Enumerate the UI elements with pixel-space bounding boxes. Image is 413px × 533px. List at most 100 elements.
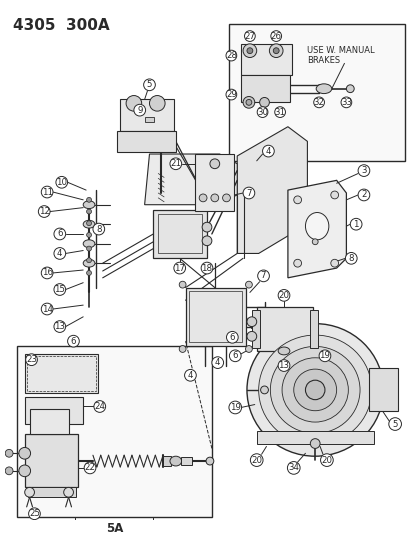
Circle shape [184, 369, 196, 381]
Circle shape [340, 97, 351, 108]
Text: 33: 33 [340, 98, 351, 107]
Circle shape [247, 317, 256, 327]
Circle shape [41, 303, 53, 315]
Bar [189, 292, 242, 342]
Circle shape [278, 360, 289, 372]
Bar [240, 44, 291, 75]
Text: 12: 12 [38, 207, 50, 216]
Circle shape [349, 219, 361, 230]
Circle shape [318, 350, 330, 362]
Ellipse shape [206, 457, 213, 465]
Circle shape [201, 262, 212, 274]
Circle shape [86, 246, 91, 251]
Circle shape [202, 222, 211, 232]
Text: 3: 3 [360, 166, 366, 175]
Circle shape [28, 508, 40, 520]
Circle shape [86, 258, 91, 263]
Circle shape [247, 332, 256, 341]
Circle shape [64, 487, 73, 497]
Circle shape [388, 418, 401, 430]
Text: 20: 20 [278, 291, 289, 300]
Text: 28: 28 [225, 51, 236, 60]
Circle shape [222, 194, 230, 202]
Text: 6: 6 [232, 351, 237, 360]
Text: 4: 4 [187, 371, 193, 380]
Bar [251, 310, 259, 348]
Circle shape [5, 449, 13, 457]
Circle shape [250, 454, 262, 466]
Text: 32: 32 [313, 98, 324, 107]
Circle shape [211, 357, 223, 368]
Text: 2: 2 [360, 190, 366, 199]
Text: 5A: 5A [105, 522, 123, 533]
Text: 6: 6 [57, 229, 62, 238]
Circle shape [346, 85, 354, 93]
Circle shape [245, 345, 252, 352]
Ellipse shape [305, 380, 324, 400]
Circle shape [25, 487, 34, 497]
Ellipse shape [258, 335, 371, 445]
Circle shape [84, 462, 96, 474]
Circle shape [310, 439, 319, 448]
Text: 4: 4 [265, 147, 271, 156]
Text: 14: 14 [42, 304, 52, 313]
Bar [185, 288, 245, 346]
Text: 30: 30 [256, 108, 267, 117]
Circle shape [242, 187, 254, 199]
Bar [240, 75, 289, 102]
Circle shape [229, 350, 240, 362]
Ellipse shape [281, 358, 347, 422]
Ellipse shape [83, 259, 95, 267]
Circle shape [126, 95, 141, 111]
Bar [180, 457, 192, 465]
Circle shape [199, 194, 206, 202]
Bar [229, 25, 404, 161]
Circle shape [247, 48, 252, 54]
Circle shape [67, 335, 79, 347]
Bar [163, 456, 171, 466]
Text: 9: 9 [137, 106, 142, 115]
Circle shape [293, 259, 301, 267]
Circle shape [357, 165, 369, 176]
Text: 25: 25 [29, 509, 40, 518]
Text: 17: 17 [174, 264, 185, 272]
Circle shape [330, 191, 338, 199]
Circle shape [173, 262, 185, 274]
Text: 13: 13 [278, 361, 289, 370]
Text: 23: 23 [26, 355, 37, 364]
Text: 29: 29 [225, 90, 236, 99]
Text: 16: 16 [42, 269, 52, 278]
Circle shape [86, 197, 91, 202]
Circle shape [38, 206, 50, 217]
Text: 7: 7 [246, 189, 251, 198]
Text: 34: 34 [287, 463, 299, 472]
Circle shape [179, 345, 185, 352]
Circle shape [149, 95, 165, 111]
Text: 11: 11 [42, 188, 52, 197]
Ellipse shape [293, 369, 336, 411]
Bar [25, 354, 97, 393]
Ellipse shape [305, 213, 328, 240]
Circle shape [245, 100, 251, 106]
Circle shape [242, 44, 256, 58]
Bar [158, 214, 202, 254]
Text: 24: 24 [94, 402, 105, 411]
Circle shape [54, 284, 66, 295]
Bar [368, 368, 397, 411]
Bar [195, 154, 234, 211]
Ellipse shape [83, 201, 95, 208]
Ellipse shape [83, 240, 95, 248]
Circle shape [270, 31, 281, 42]
Circle shape [41, 267, 53, 279]
Circle shape [293, 196, 301, 204]
Bar [17, 346, 211, 516]
Circle shape [179, 281, 185, 288]
Circle shape [287, 462, 299, 474]
Circle shape [245, 281, 252, 288]
Text: 1: 1 [353, 220, 358, 229]
Circle shape [257, 270, 269, 282]
Bar [28, 487, 76, 497]
Bar [29, 409, 69, 434]
Text: 5: 5 [392, 419, 397, 429]
Text: 4305  300A: 4305 300A [13, 18, 109, 33]
